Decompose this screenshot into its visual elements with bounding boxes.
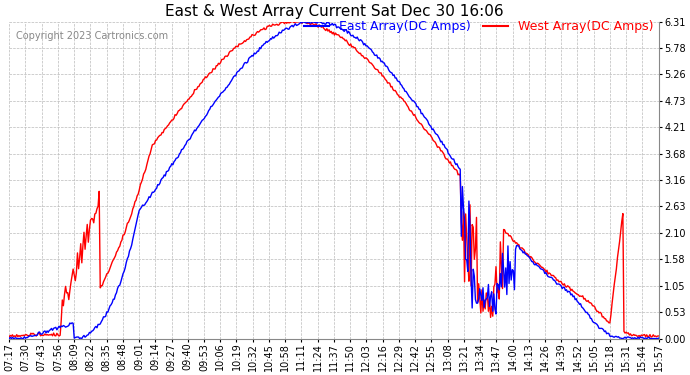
Legend: East Array(DC Amps), West Array(DC Amps): East Array(DC Amps), West Array(DC Amps) xyxy=(299,15,659,38)
Text: Copyright 2023 Cartronics.com: Copyright 2023 Cartronics.com xyxy=(16,31,168,41)
Title: East & West Array Current Sat Dec 30 16:06: East & West Array Current Sat Dec 30 16:… xyxy=(165,4,503,19)
